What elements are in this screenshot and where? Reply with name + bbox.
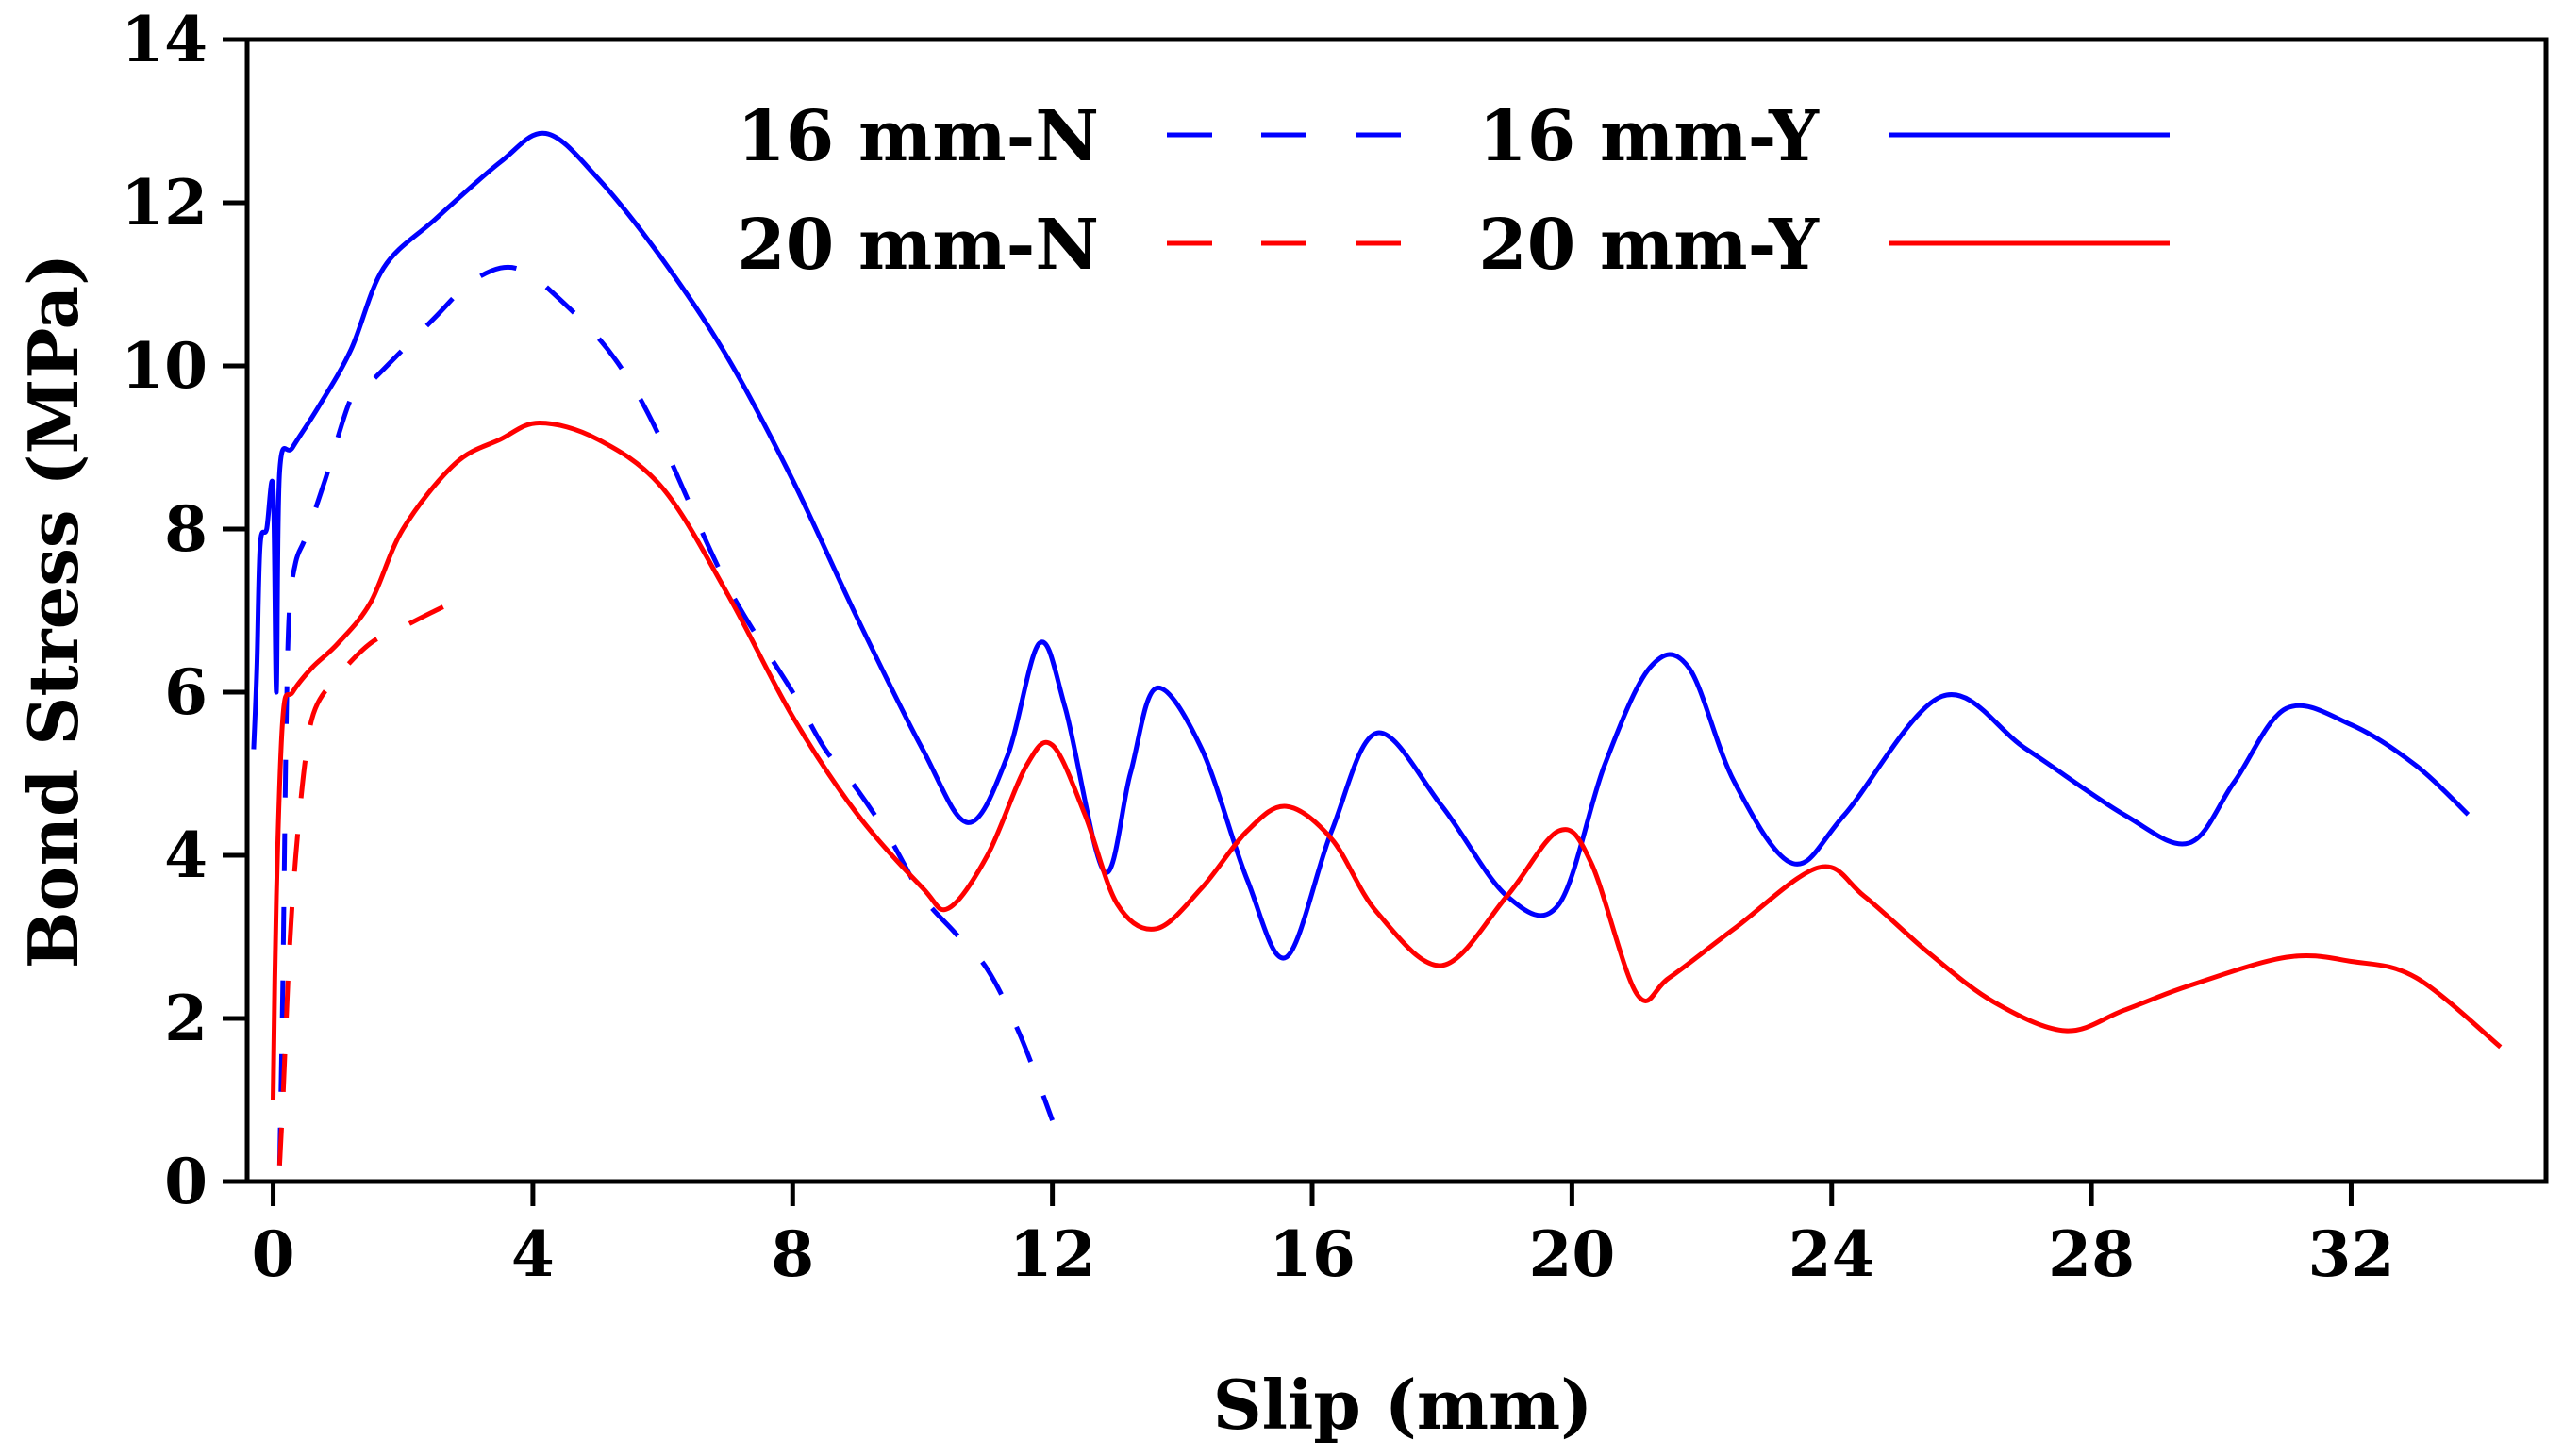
series-line-16-mm-y: [251, 130, 2471, 961]
x-tick-label: 24: [1789, 1217, 1875, 1291]
y-tick-label: 12: [121, 166, 208, 240]
y-tick-label: 6: [164, 655, 208, 729]
series-line-16-mm-n: [276, 264, 1055, 1166]
legend-label-16-mm-n: 16 mm-N: [737, 96, 1099, 177]
x-tick-label: 12: [1009, 1217, 1096, 1291]
x-tick-label: 20: [1528, 1217, 1615, 1291]
x-tick-label: 8: [771, 1217, 814, 1291]
legend: 16 mm-N 20 mm-N 16 mm-Y 20 mm-Y: [737, 96, 2170, 286]
y-axis-title: Bond Stress (MPa): [13, 254, 93, 968]
plot-frame: [244, 37, 2549, 1184]
y-tick-label: 4: [164, 819, 208, 892]
y-tick-label: 10: [121, 329, 208, 403]
legend-label-16-mm-y: 16 mm-Y: [1478, 96, 1820, 177]
x-tick-label: 16: [1269, 1217, 1356, 1291]
x-tick-label: 32: [2308, 1217, 2395, 1291]
series-line-20-mm-n: [276, 596, 463, 1166]
y-tick-label: 0: [164, 1145, 208, 1218]
series-lines: [251, 130, 2503, 1166]
legend-label-20-mm-y: 20 mm-Y: [1478, 205, 1820, 286]
x-tick-label: 4: [511, 1217, 555, 1291]
y-tick-label: 2: [164, 982, 208, 1055]
series-line-20-mm-y: [271, 421, 2503, 1100]
x-tick-label: 28: [2048, 1217, 2135, 1291]
y-tick-label: 14: [121, 3, 208, 76]
legend-label-20-mm-n: 20 mm-N: [737, 205, 1099, 286]
x-axis-title: Slip (mm): [1213, 1365, 1593, 1445]
x-tick-label: 0: [252, 1217, 295, 1291]
y-tick-label: 8: [164, 492, 208, 566]
